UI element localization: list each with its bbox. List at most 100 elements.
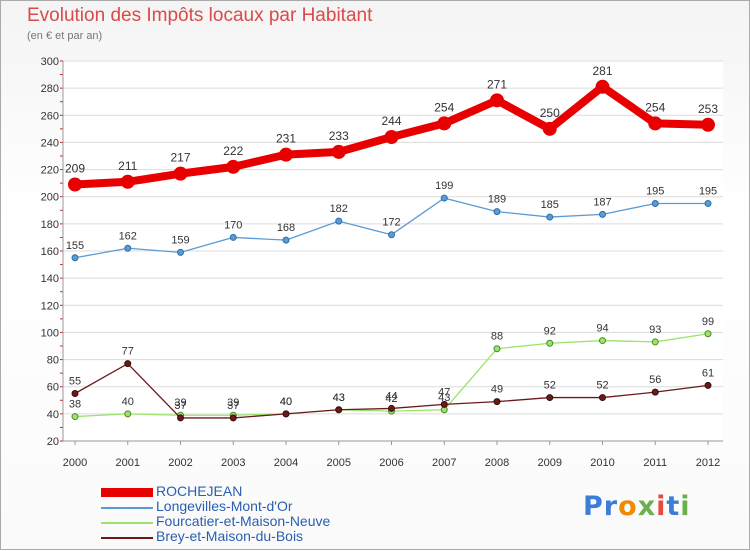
y-tick-label: 20 [47,436,59,448]
chart-title: Evolution des Impôts locaux par Habitant [27,5,373,26]
series-1-point [493,208,501,216]
y-tick-label: 220 [41,165,59,177]
data-label: 42 [385,393,397,405]
series-3-point [335,406,343,414]
series-2-point [546,339,554,347]
data-label: 211 [118,159,137,173]
legend-swatch [101,536,153,539]
data-label: 185 [541,199,559,211]
y-tick-label: 140 [41,273,59,285]
series-1-point [335,217,343,225]
legend-swatch [101,506,153,509]
x-tick-label: 2001 [116,457,140,469]
data-label: 88 [491,331,503,343]
series-1-point [704,200,712,207]
x-tick-label: 2004 [274,457,298,469]
data-label: 47 [438,386,450,398]
series-3-point [177,414,184,422]
series-3-point [71,390,79,397]
logo-letter: i [656,491,667,522]
legend-label: Longevilles-Mont-d'Or [156,498,293,514]
y-tick-label: 180 [41,219,59,231]
data-label: 253 [698,102,718,116]
data-label: 94 [596,323,608,335]
y-tick-label: 260 [41,110,59,122]
data-label: 222 [223,144,243,158]
legend-swatch [101,488,153,497]
logo-letter: r [603,491,619,522]
logo-letter: o [618,491,638,522]
data-label: 37 [174,400,186,412]
y-tick-label: 120 [41,300,59,312]
data-label: 40 [122,396,134,408]
series-1-point [177,248,184,256]
logo-letter: x [637,491,657,522]
x-tick-label: 2010 [590,457,614,469]
series-0-point [68,177,82,192]
series-1-point [229,233,237,241]
data-label: 39 [174,397,186,409]
series-3-point [546,394,554,402]
data-label: 49 [491,384,503,396]
data-label: 170 [224,219,242,231]
series-2-point [651,338,659,346]
data-label: 155 [66,240,84,252]
data-label: 281 [592,64,612,78]
proxiti-logo: Proxiti [583,491,691,522]
series-3-point [282,410,290,418]
legend-label: Fourcatier-et-Maison-Neuve [156,513,331,529]
data-label: 39 [227,397,239,409]
series-1-point [282,236,290,244]
y-tick-label: 100 [41,327,59,339]
data-label: 77 [122,346,134,358]
series-3-point [599,394,606,402]
x-tick-label: 2011 [643,457,667,469]
data-label: 162 [119,230,137,242]
data-label: 43 [333,392,345,404]
legend-swatch [101,521,153,524]
x-tick-label: 2005 [327,457,351,469]
data-label: 159 [171,234,189,246]
series-0-point [542,121,557,136]
series-0-point [331,144,346,159]
series-1-point [124,244,132,252]
data-label: 40 [280,396,292,408]
y-tick-label: 40 [47,409,59,421]
series-3-point [388,404,395,412]
series-0-point [279,147,293,162]
series-0-point [120,174,135,189]
y-tick-label: 60 [47,382,59,394]
series-0-point [490,93,504,108]
data-label: 172 [382,217,400,229]
data-label: 189 [488,194,506,206]
data-label: 195 [646,186,664,198]
y-tick-label: 160 [41,246,59,258]
y-tick-label: 200 [41,192,59,204]
data-label: 244 [381,114,401,128]
series-0-point [701,117,715,132]
series-0-point [648,116,663,131]
data-label: 52 [596,380,608,392]
data-label: 43 [438,392,450,404]
logo-letter: P [583,491,604,522]
data-label: 93 [649,324,661,336]
data-label: 99 [702,316,714,328]
y-tick-label: 300 [41,56,59,68]
data-label: 199 [435,180,453,192]
series-1-point [599,210,606,218]
data-label: 92 [544,325,556,337]
data-label: 56 [649,374,661,386]
series-0-point [595,79,610,94]
x-tick-label: 2012 [696,457,720,469]
series-1-point [546,213,554,221]
data-label: 209 [65,162,85,176]
series-2-point [71,413,79,421]
series-2-point [599,337,606,345]
logo-letter: i [680,491,691,522]
data-label: 187 [593,196,611,208]
x-tick-label: 2003 [221,457,245,469]
data-label: 233 [329,129,349,143]
data-label: 182 [330,203,348,215]
data-label: 44 [385,390,397,402]
x-tick-label: 2007 [432,457,456,469]
